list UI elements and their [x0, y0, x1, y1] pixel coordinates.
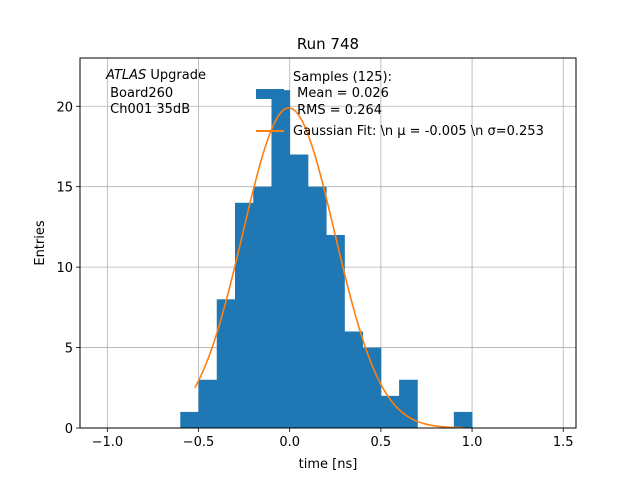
histogram-bar [289, 154, 309, 429]
annotation-line-1: ATLAS Upgrade [105, 68, 206, 83]
histogram-bar [271, 90, 291, 428]
histogram-bar [326, 234, 345, 428]
gaussian-fit [194, 107, 463, 429]
histogram-bar [399, 379, 418, 428]
histogram-bar [198, 379, 218, 428]
legend-patch-samples [256, 89, 284, 99]
histogram-bar [253, 186, 272, 428]
plot-frame [79, 57, 577, 429]
histogram-bar [216, 299, 236, 428]
x-tick-label: 1.5 [553, 435, 574, 450]
legend: Samples (125): Mean = 0.026 RMS = 0.264 … [256, 70, 544, 139]
annotation-upgrade: Upgrade [146, 68, 206, 83]
y-tick-label: 5 [65, 342, 73, 357]
histogram-bar [453, 411, 473, 428]
histogram-bars [180, 90, 473, 429]
legend-samples-line-1: Samples (125): [293, 70, 392, 85]
histogram-bar [180, 411, 199, 428]
legend-samples-line-3: RMS = 0.264 [293, 103, 382, 118]
histogram-bar [235, 202, 254, 428]
axis-ticks: −1.0 −0.5 0.0 0.5 1.0 1.5 0 5 10 15 20 [56, 100, 573, 450]
histogram-bar [344, 331, 364, 428]
histogram-bar [380, 395, 400, 428]
histogram-bar [307, 186, 327, 428]
x-tick-label: −0.5 [183, 435, 215, 450]
legend-samples-line-2: Mean = 0.026 [293, 86, 389, 101]
histogram-bar [362, 347, 382, 428]
y-tick-label: 20 [56, 100, 73, 115]
y-tick-label: 0 [65, 422, 73, 437]
x-tick-label: −1.0 [92, 435, 124, 450]
x-tick-label: 0.0 [279, 435, 300, 450]
annotation: ATLAS Upgrade Board260 Ch001 35dB [105, 68, 206, 117]
x-tick-label: 1.0 [462, 435, 483, 450]
annotation-line-2: Board260 [106, 86, 173, 101]
legend-fit-label: Gaussian Fit: \n μ = -0.005 \n σ=0.253 [293, 124, 544, 139]
y-tick-label: 10 [56, 261, 73, 276]
y-axis-label: Entries [33, 220, 48, 266]
y-tick-label: 15 [56, 181, 73, 196]
annotation-line-3: Ch001 35dB [106, 102, 190, 117]
x-tick-label: 0.5 [371, 435, 392, 450]
chart-title: Run 748 [297, 35, 359, 53]
x-axis-label: time [ns] [299, 457, 358, 472]
annotation-atlas: ATLAS [105, 68, 146, 83]
gaussian-fit-curve [194, 107, 463, 429]
